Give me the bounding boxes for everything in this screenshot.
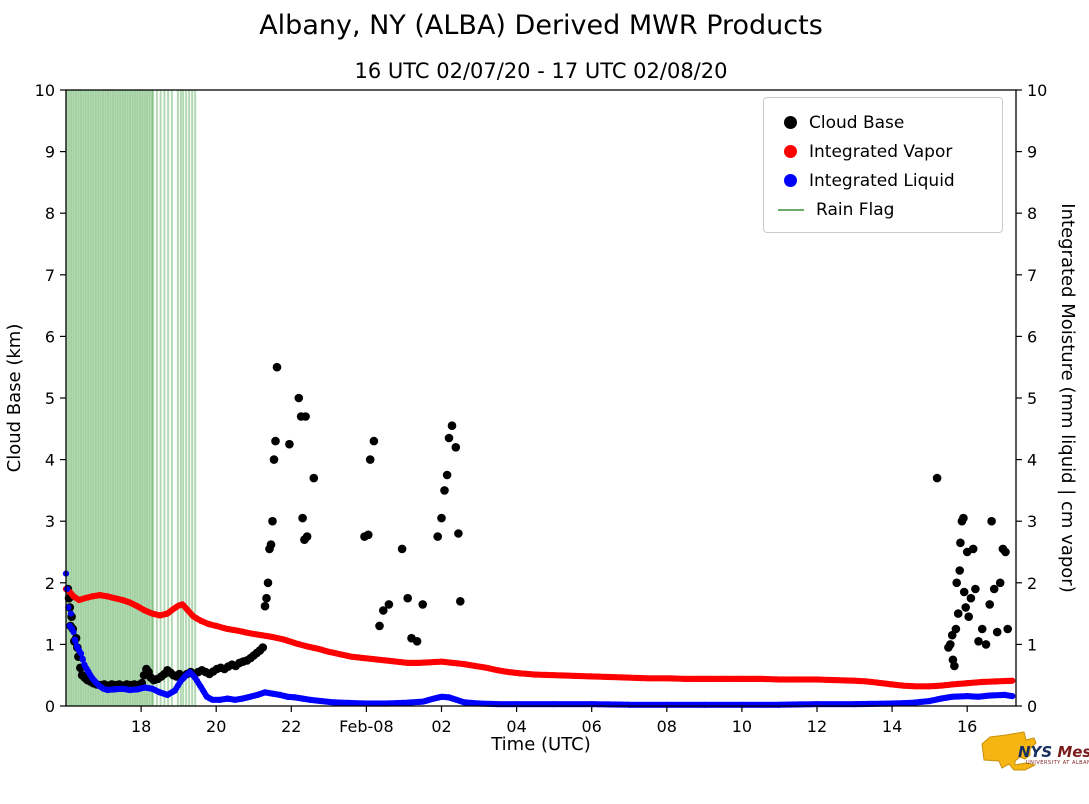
legend-label-rain-flag: Rain Flag <box>816 199 895 220</box>
svg-text:10: 10 <box>732 717 752 736</box>
legend-item-integrated-liquid: Integrated Liquid <box>776 166 990 195</box>
x-axis-label: Time (UTC) <box>490 734 591 755</box>
svg-text:6: 6 <box>1027 327 1037 346</box>
legend-label-cloud-base: Cloud Base <box>809 112 905 133</box>
rain-flag-layer <box>66 90 197 706</box>
svg-text:7: 7 <box>45 266 55 285</box>
svg-text:06: 06 <box>582 717 602 736</box>
logo-subtext: UNIVERSITY AT ALBANY <box>1026 760 1089 766</box>
svg-text:12: 12 <box>807 717 827 736</box>
svg-text:10: 10 <box>35 81 55 100</box>
svg-text:3: 3 <box>45 512 55 531</box>
integrated-liquid-dot-icon <box>784 174 797 187</box>
legend: Cloud Base Integrated Vapor Integrated L… <box>763 97 1003 233</box>
svg-text:Feb-08: Feb-08 <box>339 717 393 736</box>
chart-subtitle: 16 UTC 02/07/20 - 17 UTC 02/08/20 <box>355 59 728 83</box>
svg-text:3: 3 <box>1027 512 1037 531</box>
svg-text:8: 8 <box>45 204 55 223</box>
svg-text:1: 1 <box>1027 635 1037 654</box>
legend-item-integrated-vapor: Integrated Vapor <box>776 137 990 166</box>
svg-text:16: 16 <box>957 717 977 736</box>
integrated-vapor-dot-icon <box>784 145 797 158</box>
svg-text:2: 2 <box>45 574 55 593</box>
legend-label-integrated-liquid: Integrated Liquid <box>809 170 955 191</box>
legend-item-cloud-base: Cloud Base <box>776 108 990 137</box>
svg-text:4: 4 <box>45 451 55 470</box>
y-right-axis-label: Integrated Moisture (mm liquid | cm vapo… <box>1057 203 1078 592</box>
svg-text:18: 18 <box>131 717 151 736</box>
svg-text:1: 1 <box>45 635 55 654</box>
svg-text:9: 9 <box>45 143 55 162</box>
svg-text:10: 10 <box>1027 81 1047 100</box>
rain-flag-line-icon <box>778 208 804 211</box>
cloud-base-dot-icon <box>784 116 797 129</box>
svg-text:6: 6 <box>45 327 55 346</box>
svg-text:04: 04 <box>506 717 526 736</box>
svg-text:08: 08 <box>657 717 677 736</box>
series-layer <box>62 362 1016 708</box>
ny-state-shape-icon <box>981 731 1037 771</box>
svg-text:2: 2 <box>1027 574 1037 593</box>
svg-text:4: 4 <box>1027 451 1037 470</box>
legend-label-integrated-vapor: Integrated Vapor <box>809 141 953 162</box>
chart-title: Albany, NY (ALBA) Derived MWR Products <box>259 10 823 41</box>
y-left-axis-label: Cloud Base (km) <box>4 324 25 473</box>
svg-text:9: 9 <box>1027 143 1037 162</box>
logo-mesonet-text: Mesonet <box>1057 743 1089 761</box>
nys-mesonet-logo: NYS Mesonet UNIVERSITY AT ALBANY <box>980 716 1089 796</box>
svg-text:22: 22 <box>281 717 301 736</box>
axis-ticks: 18 20 22 Feb-08 02 04 06 08 10 12 14 160 01 12 23 34 45 5… <box>35 81 1048 736</box>
svg-text:02: 02 <box>431 717 451 736</box>
svg-text:14: 14 <box>882 717 902 736</box>
logo-nys-text: NYS <box>1018 743 1053 761</box>
svg-text:20: 20 <box>206 717 226 736</box>
svg-text:7: 7 <box>1027 266 1037 285</box>
svg-text:0: 0 <box>45 697 55 716</box>
legend-item-rain-flag: Rain Flag <box>776 195 990 224</box>
svg-text:0: 0 <box>1027 697 1037 716</box>
svg-text:5: 5 <box>45 389 55 408</box>
svg-text:5: 5 <box>1027 389 1037 408</box>
svg-text:8: 8 <box>1027 204 1037 223</box>
